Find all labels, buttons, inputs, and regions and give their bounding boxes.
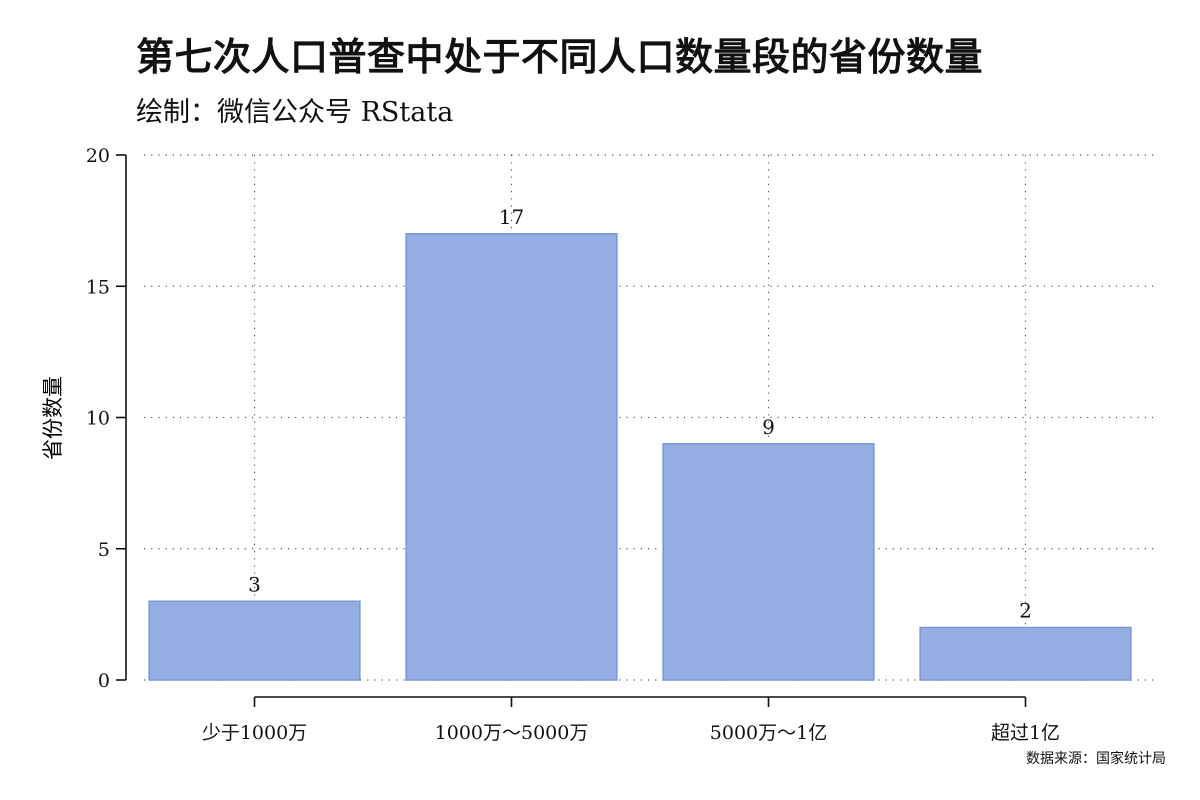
bar-1 <box>148 600 361 681</box>
bar-3 <box>662 443 875 681</box>
bar-2 <box>405 233 618 681</box>
label-layer: 0 5 10 15 20 少于1000万 1000万～5000万 5000万～1亿 超过1亿 3 1… <box>86 145 1060 744</box>
bar-layer <box>148 233 1132 681</box>
data-label-4: 2 <box>1019 599 1032 623</box>
data-label-2: 17 <box>499 205 524 229</box>
data-label-3: 9 <box>762 415 775 439</box>
x-tick-label: 5000万～1亿 <box>710 722 827 744</box>
chart-subtitle: 绘制：微信公众号 RStata <box>136 97 454 128</box>
y-tick-label: 20 <box>86 145 110 167</box>
y-tick-label: 15 <box>86 276 110 298</box>
y-axis-title: 省份数量 <box>41 376 65 460</box>
y-tick-label: 10 <box>86 408 110 430</box>
x-tick-label: 超过1亿 <box>991 722 1060 744</box>
x-tick-label: 1000万～5000万 <box>435 722 589 744</box>
axis-layer <box>116 154 1027 707</box>
chart-title: 第七次人口普查中处于不同人口数量段的省份数量 <box>136 34 984 79</box>
data-source-note: 数据来源：国家统计局 <box>1026 751 1166 767</box>
data-label-1: 3 <box>248 572 261 596</box>
bar-4 <box>919 626 1132 681</box>
y-tick-label: 0 <box>98 670 110 692</box>
y-tick-label: 5 <box>98 539 110 561</box>
x-tick-label: 少于1000万 <box>202 722 307 744</box>
